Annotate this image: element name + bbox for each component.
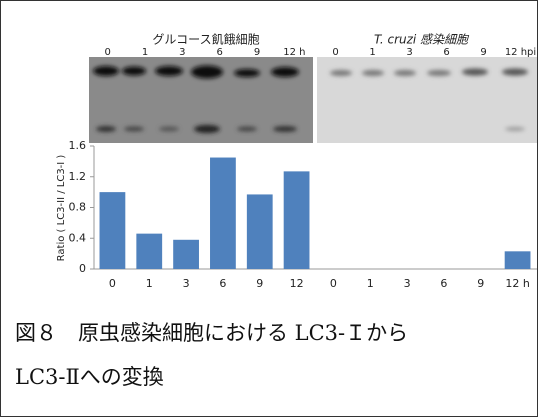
lane-label: 6 <box>443 47 449 58</box>
lane-label: 1 <box>142 47 148 58</box>
x-tick-label: 0 <box>109 277 116 290</box>
lane-label: 3 <box>406 47 412 58</box>
y-tick-label: 0.4 <box>69 231 87 244</box>
caption-line: LC3-Ⅱへの変換 <box>15 361 164 391</box>
x-tick-label: 6 <box>219 277 226 290</box>
x-tick-label: 3 <box>183 277 190 290</box>
x-tick-label: 6 <box>440 277 447 290</box>
bar <box>210 158 236 269</box>
bar <box>247 194 273 269</box>
lane-label: 12 hpi <box>505 47 536 58</box>
lane-label: 0 <box>332 47 338 58</box>
lane-label: 3 <box>179 47 185 58</box>
x-tick-label: 9 <box>256 277 263 290</box>
blot-title: グルコース飢餓細胞 <box>152 32 259 47</box>
bar <box>284 171 310 269</box>
x-tick-label: 3 <box>404 277 411 290</box>
y-tick-label: 0 <box>79 262 86 275</box>
y-axis-label: Ratio ( LC3-II / LC3-I ) <box>56 155 67 262</box>
x-tick-label: 1 <box>146 277 153 290</box>
x-tick-label: 0 <box>330 277 337 290</box>
blot-right <box>317 57 537 143</box>
y-tick-label: 0.8 <box>69 201 87 214</box>
lane-label: 12 h <box>283 47 305 58</box>
x-tick-label: 12 h <box>505 277 529 290</box>
figure: Ratio ( LC3-II / LC3-I ) グルコース飢餓細胞 0 1 3 6 9 1… <box>1 1 537 301</box>
lane-label: 6 <box>216 47 222 58</box>
lane-label: 9 <box>480 47 486 58</box>
caption-line: 図８ 原虫感染細胞における LC3-Ｉから <box>15 317 408 347</box>
lane-label: 0 <box>104 47 110 58</box>
lane-label: 1 <box>369 47 375 58</box>
x-tick-label: 1 <box>367 277 374 290</box>
blot-left <box>89 57 313 143</box>
blot-title: T. cruzi 感染細胞 <box>374 33 470 47</box>
page: Ratio ( LC3-II / LC3-I ) グルコース飢餓細胞 0 1 3 6 9 1… <box>0 0 538 417</box>
x-tick-label: 12 <box>290 277 304 290</box>
lane-label: 9 <box>254 47 260 58</box>
bar <box>100 192 126 269</box>
bar <box>136 234 162 269</box>
bar <box>173 240 199 269</box>
y-tick-label: 1.2 <box>69 170 87 183</box>
bar <box>505 251 531 269</box>
y-tick-label: 1.6 <box>69 139 87 152</box>
x-tick-label: 9 <box>477 277 484 290</box>
